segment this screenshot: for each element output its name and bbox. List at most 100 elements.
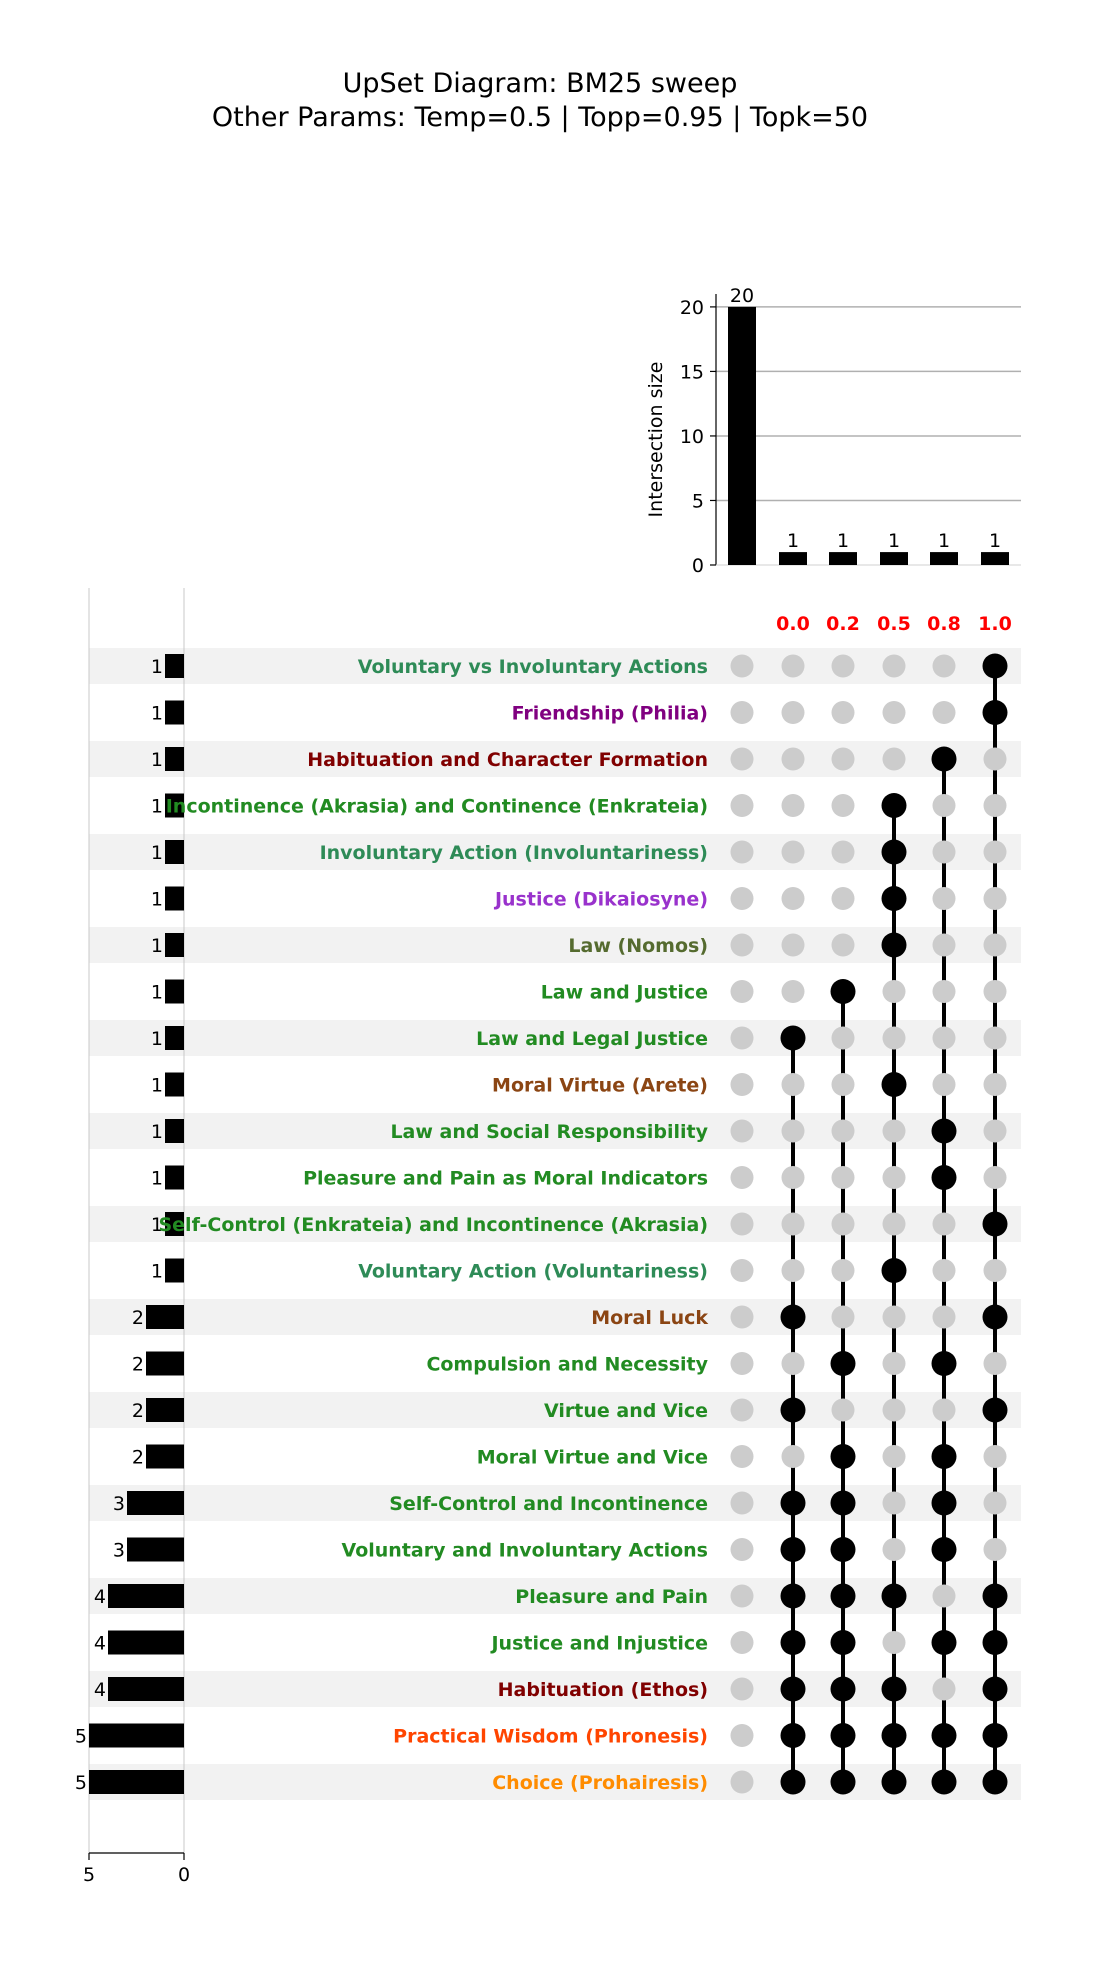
matrix-dot-filled (982, 1769, 1008, 1795)
matrix-dot-filled (780, 1723, 806, 1748)
intersection-bar (930, 552, 958, 565)
matrix-dot-filled (780, 1769, 806, 1795)
matrix-dot-filled (931, 1630, 957, 1655)
matrix-dot-filled (982, 653, 1008, 679)
matrix-dot-filled (982, 1211, 1008, 1237)
set-size-bar (165, 886, 184, 911)
matrix-dot-empty (781, 1119, 805, 1143)
matrix-dot-empty (831, 1259, 855, 1282)
category-label: Moral Luck (591, 1307, 708, 1329)
set-size-tick-label: 0 (178, 1864, 190, 1886)
category-label: Law and Social Responsibility (390, 1121, 708, 1143)
y-tick-label: 0 (692, 555, 704, 577)
matrix-dot-filled (982, 1676, 1008, 1702)
category-label: Self-Control (Enkrateia) and Incontinenc… (158, 1214, 708, 1236)
matrix-dot-empty (932, 840, 956, 864)
set-label: 0.5 (877, 613, 911, 635)
set-size-tick-label: 5 (83, 1864, 95, 1886)
set-label: 0.0 (776, 613, 810, 635)
matrix-dot-empty (983, 1538, 1007, 1561)
set-size-bar-label: 1 (151, 796, 163, 818)
matrix-dot-filled (931, 1723, 957, 1748)
matrix-dot-empty (882, 1305, 906, 1329)
set-size-bar (146, 1444, 184, 1469)
set-size-bar-label: 1 (151, 749, 163, 771)
category-label: Incontinence (Akrasia) and Continence (E… (166, 796, 708, 818)
matrix-dot-filled (830, 1723, 856, 1748)
category-label: Pleasure and Pain (515, 1586, 708, 1608)
matrix-dot-empty (831, 1305, 855, 1329)
matrix-dot-empty (730, 1119, 754, 1143)
matrix-dot-empty (730, 1445, 754, 1468)
row-stripe (89, 741, 1021, 777)
matrix-dot-filled (881, 1583, 907, 1609)
matrix-dot-filled (780, 1397, 806, 1423)
set-size-bar-label: 1 (151, 935, 163, 957)
intersection-bar-label: 1 (989, 530, 1001, 552)
matrix-dot-filled (931, 1769, 957, 1795)
matrix-dot-empty (730, 1026, 754, 1050)
matrix-dot-empty (781, 747, 805, 771)
set-size-bar-label: 1 (151, 982, 163, 1004)
set-size-bar (165, 700, 184, 725)
matrix-dot-empty (831, 747, 855, 771)
set-size-bar (165, 840, 184, 864)
matrix-dot-empty (932, 1212, 956, 1236)
set-size-bar (165, 654, 184, 678)
set-size-bar-label: 1 (151, 1168, 163, 1190)
matrix-dot-empty (983, 747, 1007, 771)
category-label: Justice (Dikaiosyne) (493, 889, 708, 911)
matrix-dot-empty (983, 1491, 1007, 1515)
matrix-dot-filled (931, 1490, 957, 1516)
row-stripe (89, 1206, 1021, 1242)
matrix-dot-empty (730, 1677, 754, 1701)
y-tick-label: 20 (680, 297, 704, 319)
matrix-dot-empty (730, 1538, 754, 1561)
chart-subtitle: Other Params: Temp=0.5 | Topp=0.95 | Top… (211, 102, 869, 133)
matrix-dot-filled (881, 793, 907, 818)
matrix-dot-empty (882, 701, 906, 724)
set-label: 1.0 (978, 613, 1012, 635)
matrix-dot-filled (830, 1444, 856, 1469)
set-size-bar-label: 5 (75, 1772, 87, 1794)
matrix-dot-empty (781, 794, 805, 817)
matrix-dot-empty (730, 887, 754, 910)
matrix-dot-empty (730, 1166, 754, 1189)
matrix-dot-empty (730, 980, 754, 1003)
matrix-dot-filled (780, 1304, 806, 1330)
y-tick-label: 10 (680, 426, 704, 448)
set-size-bar (165, 793, 184, 818)
matrix-dot-filled (830, 1351, 856, 1376)
intersection-bar-label: 20 (730, 285, 754, 307)
set-size-bar-label: 1 (151, 1121, 163, 1143)
matrix-dot-empty (781, 1073, 805, 1096)
matrix-dot-empty (831, 1119, 855, 1143)
set-size-bar (127, 1537, 184, 1562)
set-size-bar (146, 1305, 184, 1329)
matrix-dot-empty (932, 1398, 956, 1422)
category-label: Moral Virtue (Arete) (492, 1075, 708, 1097)
matrix-dot-filled (881, 1676, 907, 1702)
matrix-dot-empty (730, 1491, 754, 1515)
set-size-bar-label: 2 (132, 1354, 144, 1376)
matrix-dot-filled (881, 1072, 907, 1097)
set-size-bar-label: 4 (94, 1679, 106, 1701)
set-size-bar-label: 1 (151, 1075, 163, 1097)
matrix-dot-empty (831, 933, 855, 957)
set-label: 0.8 (927, 613, 961, 635)
matrix-dot-empty (983, 1026, 1007, 1050)
row-stripe (89, 1299, 1021, 1335)
matrix-dot-empty (730, 1305, 754, 1329)
matrix-dot-filled (830, 1583, 856, 1609)
set-size-bar (165, 1072, 184, 1097)
intersection-bar (728, 306, 756, 565)
y-axis-label: Intersection size (645, 362, 667, 518)
matrix-dot-filled (780, 1583, 806, 1609)
matrix-dot-empty (882, 747, 906, 771)
matrix-dot-empty (730, 1073, 754, 1096)
category-label: Law and Legal Justice (476, 1028, 708, 1050)
matrix-dot-empty (932, 887, 956, 910)
matrix-dot-empty (831, 1166, 855, 1189)
category-label: Voluntary Action (Voluntariness) (358, 1261, 708, 1283)
